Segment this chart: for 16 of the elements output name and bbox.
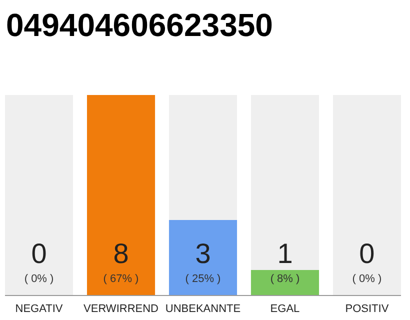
annotation: ( 67% ) — [103, 273, 139, 285]
data-label: 1 — [277, 238, 293, 269]
data-label: 3 — [195, 238, 211, 269]
x-tick-label: POSITIV — [345, 303, 390, 315]
data-label: 0 — [359, 238, 375, 269]
data-label: 0 — [31, 238, 47, 269]
x-tick-label: VERWIRREND — [84, 303, 159, 315]
annotation: ( 8% ) — [270, 273, 300, 285]
data-label: 8 — [113, 238, 129, 269]
x-tick-label: NEGATIV — [15, 303, 64, 315]
chart-title: 049404606623350 — [6, 7, 273, 43]
annotation: ( 0% ) — [352, 273, 382, 285]
annotation: ( 0% ) — [24, 273, 54, 285]
annotation: ( 25% ) — [185, 273, 221, 285]
x-tick-label: UNBEKANNTE — [165, 303, 241, 315]
x-tick-label: EGAL — [270, 303, 300, 315]
